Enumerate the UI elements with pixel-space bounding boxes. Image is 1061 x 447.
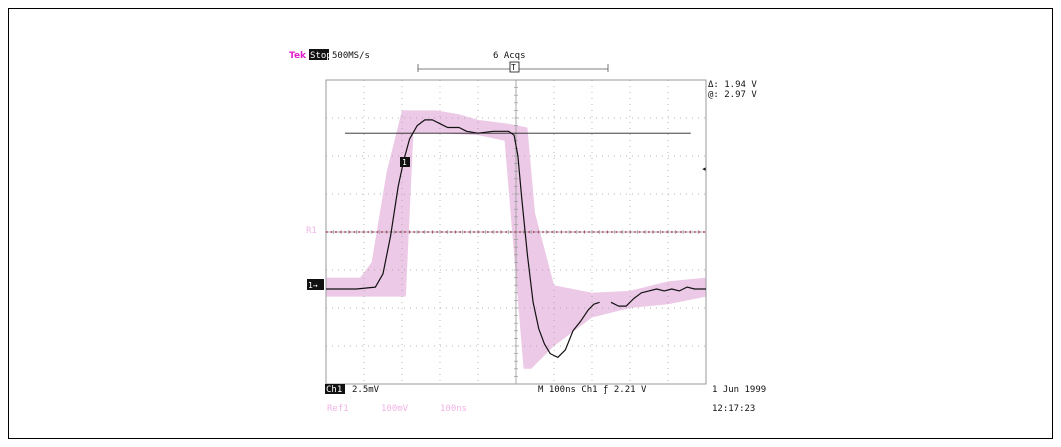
ch1-badge: Ch1 xyxy=(326,385,342,395)
ref1-label: Ref1 xyxy=(327,404,349,414)
stop-badge: Stop xyxy=(310,51,332,61)
ch1-ground-marker xyxy=(307,279,324,290)
cursor-at-readout: @: 2.97 V xyxy=(708,90,757,100)
ch1-waveform-marker xyxy=(400,157,410,167)
acquisition-count: 6 Acqs xyxy=(493,51,526,61)
waveform-trace xyxy=(326,119,600,358)
waveform-trace xyxy=(610,286,706,307)
ch1-ground-marker-label: 1→ xyxy=(308,281,318,290)
trace-layer xyxy=(326,119,706,358)
date-readout: 1 Jun 1999 xyxy=(712,385,766,395)
timebase-readout: M 100ns Ch1 ƒ 2.21 V xyxy=(538,385,647,395)
ref1-scale: 100mV xyxy=(381,404,409,414)
ch1-scale: 2.5mV xyxy=(352,385,380,395)
cursor-indicator-icon: ◂ xyxy=(701,162,708,175)
sample-rate: 500MS/s xyxy=(332,51,370,61)
stop-badge-bg xyxy=(309,49,329,60)
ref1-timebase: 100ns xyxy=(440,404,467,414)
ref-level-marker: R1 xyxy=(306,226,317,236)
ch1-badge-bg xyxy=(325,384,345,394)
ch1-waveform-marker-label: 1 xyxy=(402,158,407,167)
trigger-position-marker xyxy=(509,61,520,73)
brand-label: Tek xyxy=(289,51,307,61)
clock-readout: 12:17:23 xyxy=(712,404,755,414)
cursor-delta-readout: Δ: 1.94 V xyxy=(708,80,757,90)
trigger-marker-label: T xyxy=(511,63,516,72)
